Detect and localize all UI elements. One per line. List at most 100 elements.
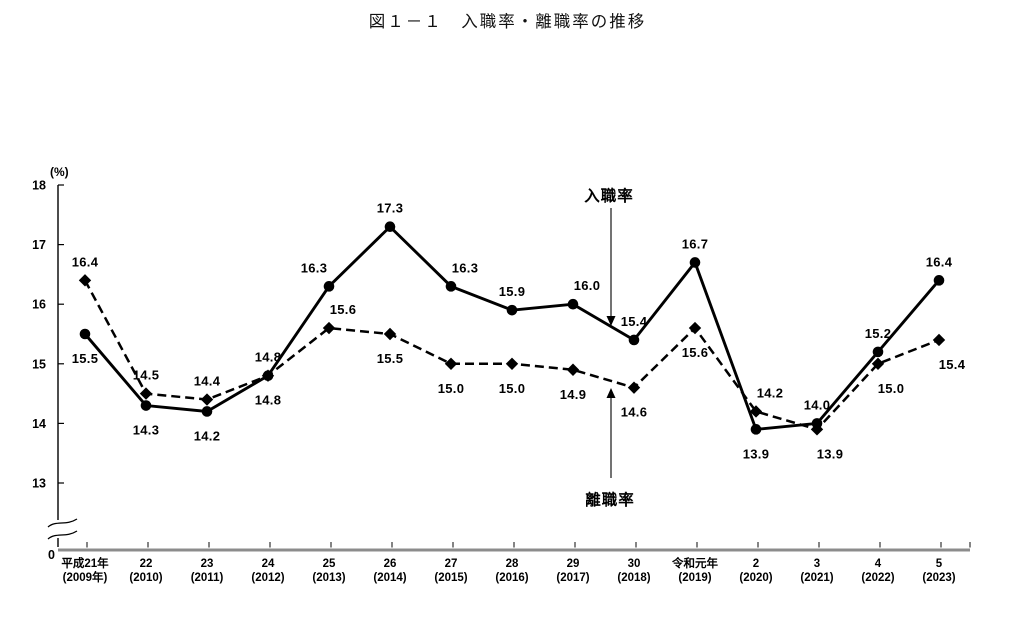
x-tick-label-year: (2015): [434, 572, 467, 584]
hiring-rate-value-label: 15.9: [499, 284, 526, 299]
separation-rate-point-marker: [932, 333, 946, 347]
hiring-rate-value-label: 16.3: [452, 260, 479, 275]
x-tick-label-year: (2010): [129, 572, 162, 584]
separation-rate-point-marker: [871, 357, 885, 370]
separation-rate-value-label: 14.4: [194, 374, 221, 389]
hiring-rate-value-label: 16.0: [574, 278, 601, 293]
hiring-rate-value-label: 15.5: [72, 351, 99, 366]
x-tick-label-era: 27: [445, 558, 458, 570]
x-tick-label-era: 30: [628, 558, 641, 570]
x-tick-label-era: 令和元年: [671, 556, 718, 570]
x-tick-label-era: 23: [201, 558, 214, 570]
hiring-rate-point-marker: [140, 400, 152, 411]
separation-rate-point-marker: [139, 387, 153, 400]
y-tick-label: 18: [32, 179, 46, 193]
separation-rate-point-marker: [688, 321, 702, 335]
y-tick-label: 16: [32, 298, 46, 312]
hiring-rate-point-marker: [506, 304, 518, 316]
separation-rate-point-marker: [444, 357, 458, 370]
hiring-rate-value-label: 14.3: [133, 423, 160, 438]
separation-rate-value-label: 13.9: [817, 446, 844, 461]
hiring-rate-value-label: 14.2: [194, 428, 221, 443]
x-tick-label-year: (2013): [312, 572, 345, 584]
x-tick-label-year: (2019): [678, 572, 711, 584]
hiring-rate-value-label: 16.4: [926, 254, 953, 269]
y-tick-label: 15: [32, 357, 46, 371]
x-tick-label-year: (2009年): [63, 570, 108, 584]
separation-rate-point-marker: [78, 274, 92, 287]
separation-rate-value-label: 15.6: [330, 302, 357, 317]
x-tick-label-era: 3: [814, 558, 820, 570]
hiring-rate-point-marker: [445, 281, 457, 292]
separation-rate-value-label: 15.0: [878, 381, 905, 396]
hiring-rate-value-label: 17.3: [377, 201, 404, 216]
origin-label: 0: [48, 548, 55, 562]
x-tick-label-year: (2018): [617, 572, 650, 584]
separation-rate-value-label: 14.8: [255, 350, 282, 365]
separation-rate-value-label: 14.2: [757, 385, 784, 400]
hiring-rate-value-label: 13.9: [743, 446, 770, 461]
x-tick-label-year: (2014): [373, 572, 406, 584]
x-tick-label-year: (2023): [922, 572, 955, 584]
separation-rate-point-marker: [322, 321, 336, 335]
hiring-rate-point-marker: [628, 334, 640, 346]
hiring-rate-point-marker: [811, 418, 823, 429]
x-tick-label-year: (2020): [739, 572, 772, 584]
separation-rate-value-label: 15.0: [499, 381, 526, 396]
x-tick-label-era: 4: [875, 558, 882, 570]
separation-rate-value-label: 14.9: [560, 387, 587, 402]
axis-break-mark: [47, 530, 78, 540]
hiring-rate-point-marker: [750, 424, 762, 435]
x-tick-label-era: 24: [262, 558, 275, 570]
hiring-rate-point-marker: [384, 221, 396, 233]
hiring-rate-point-marker: [201, 406, 213, 417]
x-tick-label-era: 2: [753, 558, 759, 570]
hiring-rate-point-marker: [872, 346, 884, 358]
x-tick-label-era: 5: [936, 558, 943, 570]
hiring-rate-point-marker: [323, 281, 335, 292]
axis-break-mark: [47, 518, 78, 528]
x-tick-label-year: (2017): [556, 572, 589, 584]
separation-rate-value-label: 14.6: [621, 405, 648, 420]
y-tick-label: 17: [32, 238, 46, 252]
x-tick-label-era: 28: [506, 558, 519, 570]
hiring-rate-value-label: 14.0: [804, 397, 831, 412]
separation-rate-value-label: 15.5: [377, 351, 404, 366]
x-tick-label-year: (2022): [861, 572, 894, 584]
separation-rate-point-marker: [627, 381, 641, 394]
hiring-rate-value-label: 15.4: [621, 314, 648, 329]
separation-rate-value-label: 14.5: [133, 368, 160, 383]
x-tick-label-era: 平成21年: [61, 556, 109, 570]
y-tick-label: 13: [32, 477, 46, 491]
hiring-rate-point-marker: [933, 275, 945, 286]
separation-rate-point-marker: [566, 363, 580, 376]
separation-rate-point-marker: [505, 357, 519, 370]
separation-rate-callout-label: 離職率: [585, 490, 635, 509]
hiring-rate-callout-label: 入職率: [584, 186, 634, 205]
x-tick-label-year: (2012): [251, 572, 284, 584]
separation-rate-value-label: 15.6: [682, 345, 709, 360]
x-tick-label-year: (2016): [495, 572, 528, 584]
x-tick-label-era: 25: [323, 558, 336, 570]
hiring-rate-value-label: 16.3: [301, 260, 328, 275]
separation-rate-point-marker: [383, 327, 397, 341]
hiring-rate-callout-arrowhead: [606, 316, 616, 326]
hiring-rate-value-label: 14.8: [255, 393, 282, 408]
hiring-rate-point-marker: [689, 257, 701, 268]
hiring-rate-value-label: 16.7: [682, 236, 709, 251]
x-tick-label-era: 26: [384, 558, 397, 570]
y-tick-label: 14: [32, 417, 46, 431]
hiring-rate-point-marker: [567, 298, 579, 310]
chart-title: 図１－１ 入職率・離職率の推移: [368, 12, 647, 31]
separation-rate-value-label: 15.0: [438, 381, 465, 396]
separation-rate-callout-arrowhead: [606, 388, 616, 398]
separation-rate-point-marker: [749, 405, 763, 418]
hiring-rate-point-marker: [79, 328, 91, 340]
hiring-rate-point-marker: [262, 370, 274, 382]
x-tick-label-era: 22: [140, 558, 153, 570]
separation-rate-value-label: 16.4: [72, 254, 99, 269]
separation-rate-point-marker: [200, 393, 214, 406]
x-tick-label-era: 29: [567, 558, 580, 570]
y-axis-unit-label: (%): [50, 165, 69, 179]
